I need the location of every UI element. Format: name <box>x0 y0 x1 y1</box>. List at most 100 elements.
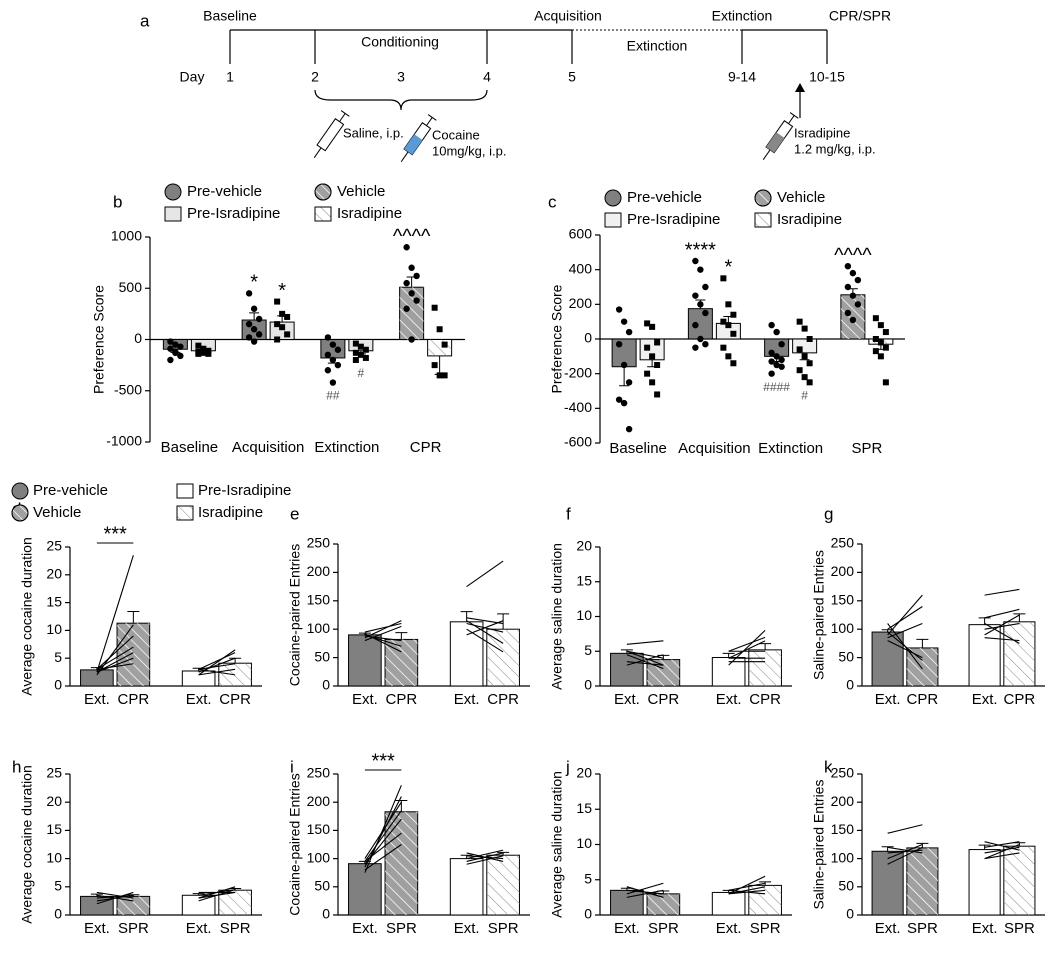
significance: * <box>724 257 732 279</box>
data-point <box>882 329 889 336</box>
bar-hatch <box>748 649 782 686</box>
data-point <box>441 341 448 348</box>
error-bar <box>497 613 510 630</box>
conditioning: Conditioning <box>361 34 439 50</box>
panel-label: c <box>548 192 557 211</box>
legend-marker <box>604 212 622 228</box>
y-tick-label: 20 <box>46 566 62 582</box>
legend-marker <box>164 206 182 222</box>
y-tick-label: 20 <box>576 765 592 781</box>
subject-line <box>887 846 923 854</box>
phase: Acquisition <box>534 8 602 24</box>
error-bar <box>759 643 772 650</box>
x-tick-label: SPR <box>386 920 417 937</box>
subject-line <box>364 625 402 642</box>
y-tick-label: 20 <box>576 538 592 554</box>
legend-label: Isradipine <box>777 211 842 228</box>
legend-label: Isradipine <box>337 205 402 222</box>
y-tick-label: 150 <box>307 592 331 608</box>
subject-line <box>728 882 766 891</box>
data-point <box>697 301 704 308</box>
day: 3 <box>397 69 405 85</box>
legend-marker <box>164 183 182 201</box>
data-point <box>725 322 732 329</box>
legend-hatch <box>11 504 29 522</box>
data-point <box>250 305 258 312</box>
brace <box>314 89 488 111</box>
x-tick-label: Acquisition <box>232 439 305 456</box>
data-point <box>357 351 364 358</box>
bar-hatch <box>1003 846 1035 915</box>
y-tick-label: 0 <box>584 677 592 693</box>
panel-label: g <box>824 504 833 523</box>
legend-marker <box>604 189 622 207</box>
significance: *** <box>371 750 395 772</box>
bar <box>968 624 1001 687</box>
bar <box>687 308 713 340</box>
data-point <box>362 354 369 361</box>
data-point <box>362 346 369 353</box>
subject-line <box>984 843 1020 860</box>
panel-label: k <box>824 757 833 776</box>
subject-line <box>728 640 766 659</box>
panel-label: a <box>140 11 150 30</box>
y-tick-label: 200 <box>831 793 855 809</box>
legend-label: Pre-vehicle <box>187 183 262 200</box>
data-point <box>801 374 808 381</box>
error-bar <box>395 632 408 640</box>
subject-line <box>198 663 236 670</box>
data-point <box>692 344 699 351</box>
bar <box>610 652 644 687</box>
legend-marker <box>11 482 29 500</box>
x-tick-label: CPR <box>1004 691 1036 708</box>
data-point <box>195 350 202 357</box>
bar <box>80 669 114 687</box>
y-axis-label: Preference Score <box>549 284 565 393</box>
data-point <box>620 361 628 369</box>
bar-hatch <box>748 885 782 915</box>
x-tick-label: Ext. <box>875 920 901 937</box>
data-point <box>654 362 661 368</box>
y-tick-label: -400 <box>564 399 592 415</box>
data-point <box>854 301 862 308</box>
subject-line <box>364 620 402 639</box>
subject-line <box>198 652 236 670</box>
significance: **** <box>685 239 716 261</box>
x-tick-label: Ext. <box>454 920 480 937</box>
y-tick-label: 25 <box>46 765 62 781</box>
y-tick-label: 5 <box>584 642 592 658</box>
y-tick-label: 5 <box>54 878 62 894</box>
data-point <box>625 379 633 386</box>
day: 1 <box>226 69 234 85</box>
y-tick-label: 500 <box>119 279 143 295</box>
data-point <box>720 275 727 282</box>
data-point <box>279 310 286 317</box>
legend-label: Vehicle <box>337 183 385 200</box>
x-tick-label: CPR <box>907 691 939 708</box>
y-axis-label: Cocaine-paired Entries <box>287 544 303 686</box>
subject-line <box>626 654 664 666</box>
subject-line <box>96 555 134 673</box>
subject-line <box>96 646 134 670</box>
data-point <box>778 363 785 370</box>
subject-line <box>364 622 402 633</box>
subject-line <box>887 623 923 639</box>
subject-line <box>626 886 664 898</box>
bar <box>968 849 1001 916</box>
subject-line <box>364 796 402 868</box>
x-tick-label: Ext. <box>972 691 998 708</box>
error-bar <box>619 366 630 387</box>
data-point <box>768 358 775 365</box>
cocaine: Cocaine <box>432 127 480 142</box>
cocaine-dose: 10mg/kg, i.p. <box>432 143 506 158</box>
data-point <box>654 339 661 346</box>
bar-hatch <box>486 855 520 915</box>
extinction: Extinction <box>627 38 688 54</box>
data-point <box>849 316 857 324</box>
bar <box>871 850 904 916</box>
subject-line <box>96 657 134 673</box>
x-tick-label: Ext. <box>84 691 110 708</box>
day: 4 <box>483 69 491 85</box>
bar-hatch <box>385 639 418 686</box>
x-tick-label: Ext. <box>614 691 640 708</box>
